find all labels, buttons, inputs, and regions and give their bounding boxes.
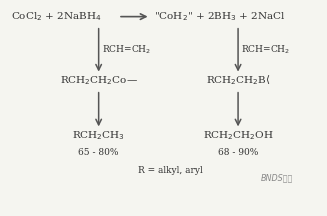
Text: RCH$_2$CH$_3$: RCH$_2$CH$_3$ (72, 129, 125, 142)
Text: CoCl$_2$ + 2NaBH$_4$: CoCl$_2$ + 2NaBH$_4$ (11, 10, 102, 23)
Text: RCH$_2$CH$_2$OH: RCH$_2$CH$_2$OH (203, 129, 273, 142)
Text: 68 - 90%: 68 - 90% (218, 148, 258, 157)
Text: RCH=CH$_2$: RCH=CH$_2$ (241, 44, 291, 56)
Text: RCH=CH$_2$: RCH=CH$_2$ (102, 44, 151, 56)
Text: RCH$_2$CH$_2$Co—: RCH$_2$CH$_2$Co— (60, 74, 138, 87)
Text: R = alkyl, aryl: R = alkyl, aryl (138, 166, 202, 175)
Text: BNDS化学: BNDS化学 (261, 174, 293, 183)
Text: RCH$_2$CH$_2$B$\langle$: RCH$_2$CH$_2$B$\langle$ (206, 74, 270, 87)
Text: 65 - 80%: 65 - 80% (78, 148, 119, 157)
Text: "CoH$_2$" + 2BH$_3$ + 2NaCl: "CoH$_2$" + 2BH$_3$ + 2NaCl (154, 10, 285, 23)
